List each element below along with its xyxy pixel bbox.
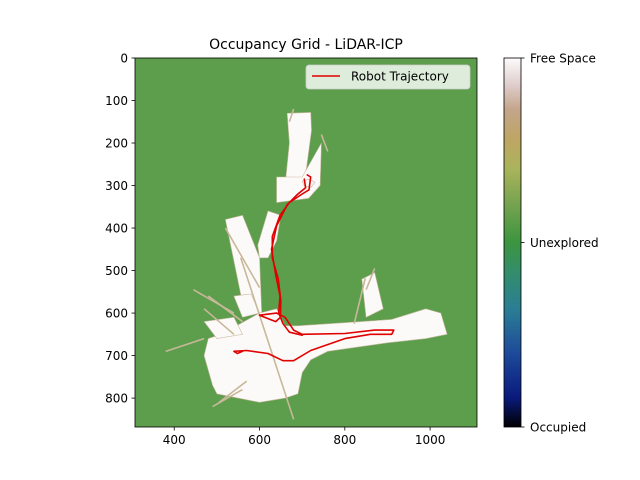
free-space-ray — [320, 134, 329, 152]
free-space-ray — [165, 337, 205, 353]
colorbar-ticks: Occupied Unexplored Free Space — [521, 52, 599, 435]
legend: Robot Trajectory — [305, 64, 471, 90]
colorbar-tick-label: Occupied — [530, 421, 586, 435]
y-tick-label: 0 — [120, 52, 128, 66]
y-tick-label: 700 — [105, 349, 128, 363]
colorbar-tick-label: Unexplored — [530, 236, 599, 250]
free-space-ray — [218, 380, 248, 403]
legend-box — [305, 64, 471, 90]
free-space-ray — [239, 257, 295, 420]
chart-title: Occupancy Grid - LiDAR-ICP — [209, 37, 403, 53]
colorbar — [503, 57, 522, 428]
free-space-ray — [224, 227, 261, 288]
y-tick-label: 600 — [105, 307, 128, 321]
y-tick-label: 300 — [105, 179, 128, 193]
y-tick-label: 500 — [105, 264, 128, 278]
free-space-ray — [365, 268, 376, 290]
trajectory-series — [270, 178, 307, 337]
legend-label: Robot Trajectory — [351, 70, 449, 84]
colorbar-tick-label: Free Space — [530, 52, 596, 66]
free-space-ray — [207, 295, 243, 323]
map-layer — [165, 108, 448, 420]
x-tick-label: 1000 — [415, 433, 446, 447]
free-space-ray — [203, 308, 235, 335]
free-space-region — [361, 272, 384, 318]
free-space-ray — [288, 108, 295, 123]
x-tick-label: 600 — [248, 433, 271, 447]
free-space-ray — [353, 278, 367, 324]
x-tick-label: 400 — [163, 433, 186, 447]
y-axis-ticks: 0 100 200 300 400 500 600 700 800 — [105, 52, 135, 406]
x-tick-label: 800 — [333, 433, 356, 447]
free-space-ray — [212, 388, 243, 408]
y-tick-label: 800 — [105, 392, 128, 406]
y-tick-label: 100 — [105, 94, 128, 108]
trajectory-layer — [233, 174, 395, 362]
trajectory-series — [233, 174, 395, 362]
x-axis-ticks: 400 600 800 1000 — [163, 427, 446, 447]
y-tick-label: 200 — [105, 137, 128, 151]
y-tick-label: 400 — [105, 222, 128, 236]
plot-frame — [134, 57, 478, 428]
